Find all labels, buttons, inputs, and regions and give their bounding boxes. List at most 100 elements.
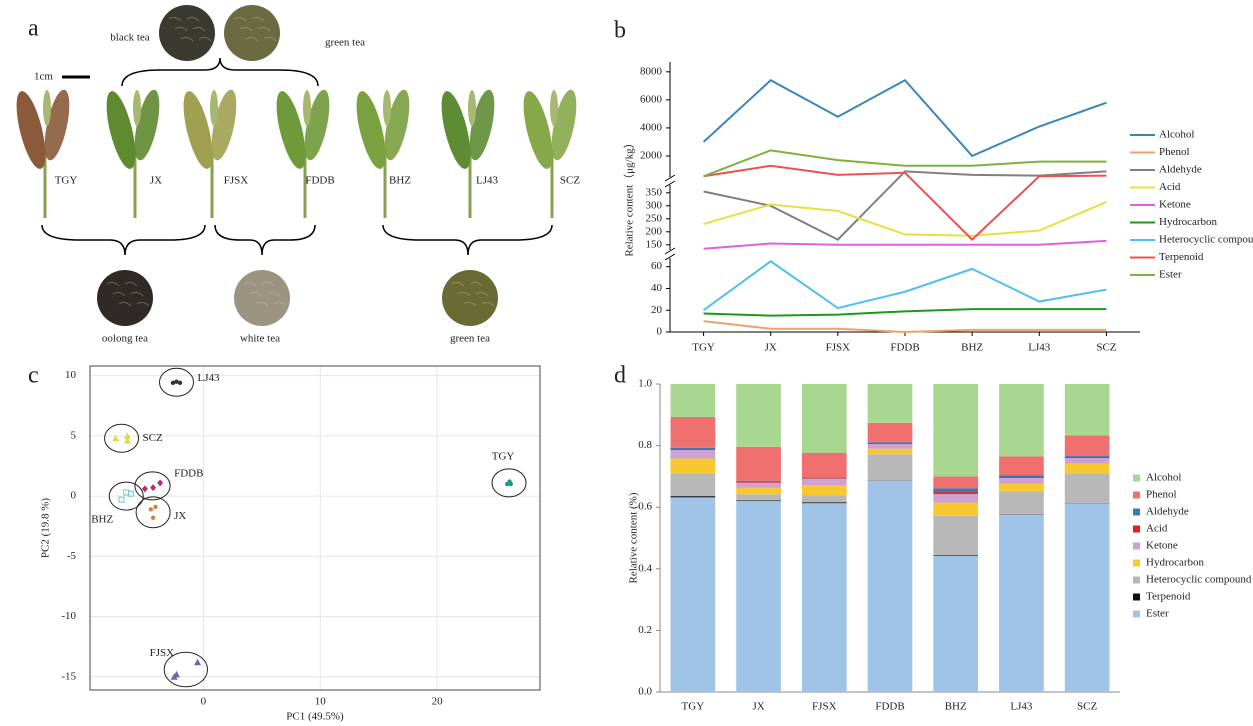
legend-label: Terpenoid	[1146, 591, 1191, 603]
y-tick-label: 40	[651, 282, 663, 294]
group-label: FDDB	[174, 467, 203, 479]
bar-segment	[671, 448, 716, 449]
point	[178, 381, 182, 385]
group-label: SCZ	[143, 432, 163, 444]
y-tick-label: 2000	[640, 149, 663, 161]
bar-segment	[933, 556, 978, 692]
bar-segment	[999, 456, 1044, 475]
bud	[303, 90, 311, 126]
y-tick-label: 150	[646, 238, 663, 250]
x-tick-label: FJSX	[812, 701, 837, 713]
bar-segment	[1065, 463, 1110, 473]
x-tick-label: SCZ	[1077, 701, 1097, 713]
bar-segment	[933, 503, 978, 516]
legend-label: Heterocyclic compound	[1146, 574, 1252, 586]
bar-segment	[671, 459, 716, 474]
point	[150, 484, 156, 491]
cultivar-label: JX	[150, 175, 162, 187]
bar-segment	[671, 473, 716, 496]
y-tick-label: 300	[646, 199, 663, 211]
point	[509, 482, 513, 486]
legend-label: Ester	[1159, 269, 1182, 281]
bar-segment	[736, 447, 781, 481]
bar-segment	[868, 444, 913, 449]
bar-segment	[802, 384, 847, 453]
y-tick-label: 0	[71, 490, 77, 502]
bar-segment	[868, 423, 913, 442]
bar-segment	[736, 483, 781, 488]
bar-segment	[999, 515, 1044, 692]
tea-photo	[97, 270, 153, 326]
y-tick-label: 0	[657, 326, 663, 338]
bar-segment	[1065, 457, 1110, 458]
point	[142, 485, 148, 492]
bar-segment	[933, 476, 978, 488]
bar-segment	[933, 555, 978, 556]
legend-label: Ketone	[1146, 540, 1178, 552]
cultivar-label: FJSX	[224, 175, 249, 187]
tea-type-label: oolong tea	[102, 333, 148, 345]
y-tick-label: 20	[651, 304, 663, 316]
x-tick-label: JX	[752, 701, 764, 713]
y-axis-label: Relative content (%)	[628, 492, 640, 583]
series-line	[704, 261, 1107, 310]
point	[151, 516, 155, 520]
y-tick-label: 350	[646, 186, 663, 198]
group-label: JX	[174, 510, 186, 522]
bar-segment	[933, 488, 978, 492]
bracket	[122, 58, 318, 86]
tea-photo	[234, 270, 290, 326]
bar-segment	[802, 485, 847, 495]
y-tick-label: 5	[71, 429, 77, 441]
legend-label: Hydrocarbon	[1146, 557, 1205, 569]
cultivar-label: SCZ	[560, 175, 580, 187]
bar-segment	[999, 483, 1044, 491]
cultivar-label: TGY	[55, 175, 78, 187]
bar-segment	[999, 475, 1044, 477]
bar-segment	[802, 479, 847, 485]
group-label: LJ43	[197, 372, 220, 384]
bar-segment	[736, 481, 781, 482]
series-line	[704, 321, 1107, 332]
y-tick-label: 250	[646, 212, 663, 224]
bar-segment	[736, 494, 781, 500]
leaf-photo	[351, 88, 415, 218]
bar-segment	[802, 503, 847, 692]
bar-segment	[671, 450, 716, 459]
legend-label: Aldehyde	[1159, 164, 1202, 176]
y-tick-label: 0.6	[638, 501, 652, 513]
x-tick-label: 20	[432, 696, 444, 708]
plot-frame	[90, 366, 540, 690]
y-tick-label: 0.4	[638, 562, 652, 574]
legend-swatch	[1133, 543, 1140, 550]
bar-segment	[933, 492, 978, 494]
legend-label: Acid	[1146, 523, 1168, 535]
series-line	[704, 241, 1107, 249]
bar-segment	[999, 478, 1044, 484]
y-tick-label: -5	[67, 550, 77, 562]
y-axis-label: PC2 (19.8 %)	[40, 498, 52, 559]
leaf-photo	[518, 88, 582, 218]
legend-label: Ester	[1146, 608, 1169, 620]
bar-segment	[1065, 503, 1110, 692]
x-tick-label: 0	[201, 696, 207, 708]
y-tick-label: 200	[646, 225, 663, 237]
point	[119, 497, 124, 502]
x-tick-label: FDDB	[890, 342, 919, 354]
legend-label: Phenol	[1159, 146, 1190, 158]
legend-label: Alcohol	[1146, 472, 1181, 484]
tea-type-label: black tea	[110, 32, 150, 44]
bar-segment	[933, 384, 978, 476]
legend-swatch	[1133, 560, 1140, 567]
bar-segment	[868, 384, 913, 423]
leaf-photo	[436, 88, 500, 218]
legend-label: Aldehyde	[1146, 506, 1189, 518]
cultivar-label: BHZ	[389, 175, 411, 187]
x-tick-label: TGY	[692, 342, 715, 354]
panel-letter: b	[614, 18, 626, 44]
bar-segment	[802, 478, 847, 479]
point	[153, 505, 157, 509]
y-tick-label: 6000	[640, 93, 663, 105]
legend-swatch	[1133, 492, 1140, 499]
bud	[43, 90, 51, 126]
